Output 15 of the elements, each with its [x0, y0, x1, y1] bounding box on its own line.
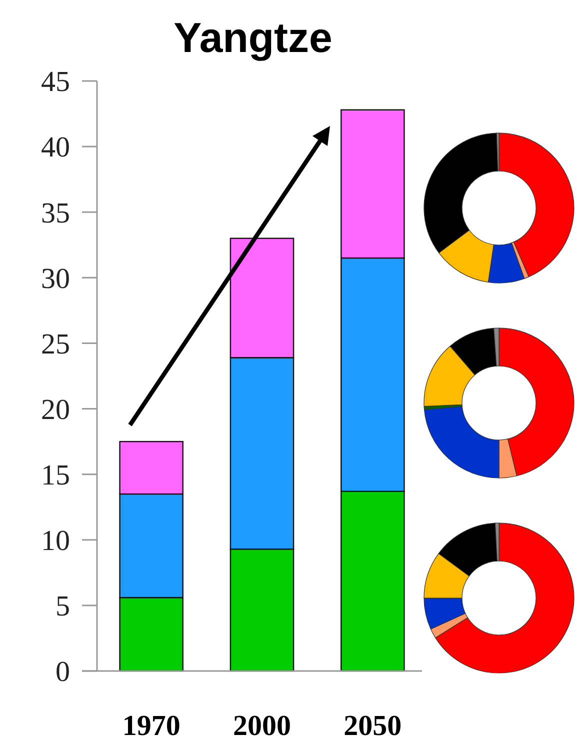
y-tick-label: 5 — [56, 590, 70, 623]
y-tick-label: 0 — [56, 656, 70, 688]
y-tick-label: 10 — [41, 525, 70, 558]
x-tick-label: 2000 — [233, 710, 291, 742]
y-tick-label: 35 — [41, 197, 70, 230]
chart-title: Yangtze — [174, 14, 332, 61]
x-tick-label: 1970 — [122, 710, 180, 742]
y-tick-label: 25 — [41, 328, 70, 360]
y-tick-label: 45 — [41, 66, 70, 98]
donut-slice — [498, 132, 574, 278]
y-tick-label: 30 — [41, 262, 70, 295]
y-tick-label: 40 — [41, 132, 70, 164]
y-tick-label: 15 — [41, 459, 70, 492]
y-tick-label: 20 — [41, 394, 70, 426]
x-tick-label: 2050 — [344, 710, 402, 742]
